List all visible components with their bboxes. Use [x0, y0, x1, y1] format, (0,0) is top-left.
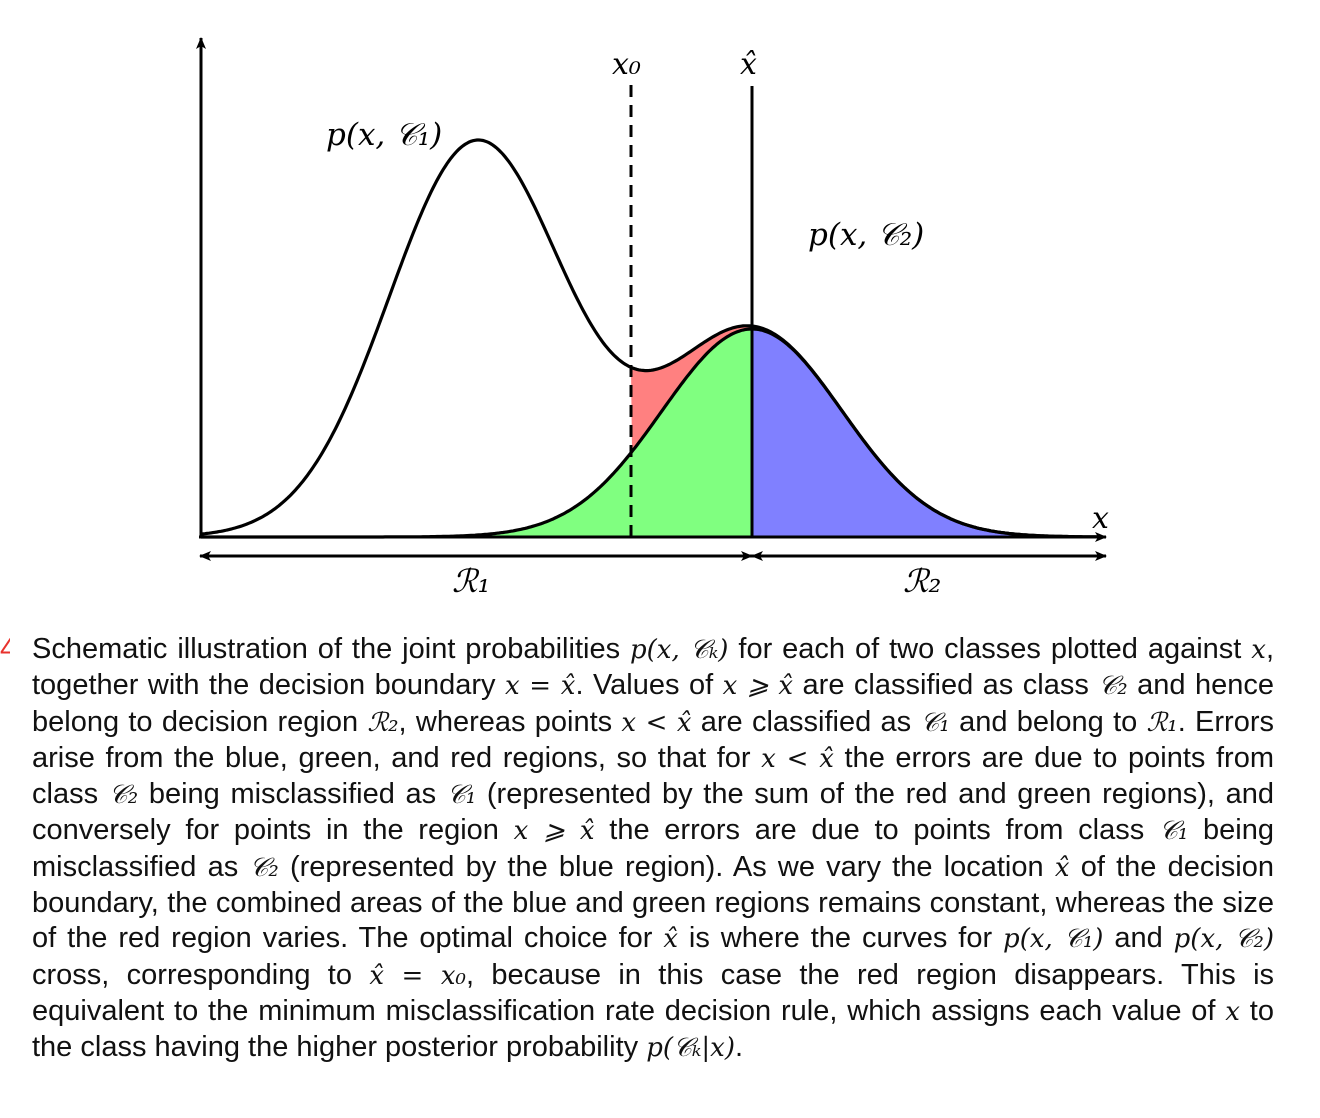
caption-math: p(x, 𝒞₁) [1003, 924, 1104, 955]
caption-math: x < x̂ [621, 707, 692, 738]
caption-text: (represented by the blue region). As we … [278, 850, 1055, 883]
caption-math: x ⩾ x̂ [513, 816, 595, 847]
caption-text: , whereas points [398, 705, 622, 738]
caption-math: ℛ₂ [367, 707, 399, 738]
caption-text: the errors are due to points from class [32, 741, 1275, 811]
caption-text: are classified as class [793, 669, 1099, 702]
caption-math: p(𝒞ₖ|x) [646, 1033, 735, 1064]
x0-label: x₀ [612, 47, 641, 82]
caption-text: , because in this case the red region di… [32, 958, 1275, 1027]
caption-text: (represented by the sum of the red and g… [32, 778, 1274, 847]
blue-error-region [752, 329, 1100, 537]
figure-number: 4 [0, 633, 10, 665]
caption-text: and hence belong to decision region [32, 669, 1275, 738]
curve-c1-label: p(x, 𝒞₁) [326, 117, 442, 153]
caption-math: x [1251, 635, 1266, 665]
region-2-label: ℛ₂ [903, 562, 941, 600]
caption-text: and [1103, 922, 1174, 955]
caption-text: . [734, 1031, 744, 1064]
caption-math: x̂ [1054, 852, 1070, 883]
caption-math: 𝒞₂ [1098, 671, 1128, 702]
caption-math: x̂ = x₀ [369, 960, 466, 991]
caption-text: the errors are due to points from class [594, 814, 1159, 847]
region-1-label: ℛ₁ [452, 562, 490, 600]
decision-boundary-figure: x x₀ x̂ p(x, 𝒞₁) p(x, 𝒞₂) ℛ₁ ℛ₂ [196, 37, 1109, 600]
caption-math: ℛ₁ [1146, 707, 1178, 738]
caption-math: 𝒞₂ [108, 780, 139, 811]
caption-text: of the decision boundary, the combined a… [32, 850, 1274, 955]
caption-text: cross, corresponding to [32, 958, 370, 991]
caption-text: being misclassified as [138, 778, 447, 811]
xhat-label: x̂ [740, 47, 757, 82]
caption-text: . Values of [575, 669, 723, 702]
caption-math: 𝒞₁ [446, 780, 477, 811]
x-axis-label: x [1092, 501, 1109, 536]
caption-math: 𝒞₂ [249, 852, 279, 883]
caption-text: are classified as [691, 705, 921, 738]
caption-math: x ⩾ x̂ [722, 671, 794, 702]
caption-text: is where the curves for [678, 922, 1004, 955]
caption-math: p(x, 𝒞ₖ) [630, 635, 729, 665]
caption-math: x = x̂ [504, 671, 576, 702]
caption-text: , together with the decision boundary [32, 633, 1275, 702]
caption-text: for each of two classes plotted against [728, 633, 1252, 665]
caption-math: x < x̂ [761, 743, 834, 774]
caption-text: and belong to [949, 705, 1147, 738]
green-error-region [201, 329, 752, 537]
caption-text: being misclassified as [32, 814, 1275, 883]
caption-math: 𝒞₁ [920, 707, 950, 738]
caption-math: 𝒞₁ [1158, 816, 1189, 847]
caption-math: x [1225, 996, 1240, 1027]
caption-text: to the class having the higher posterior… [32, 994, 1274, 1064]
caption-math: p(x, 𝒞₂) [1173, 924, 1275, 955]
figure-caption: Schematic illustration of the joint prob… [32, 632, 1274, 1067]
caption-text: Schematic illustration of the joint prob… [32, 633, 631, 665]
caption-text: . Errors arise from the blue, green, and… [32, 705, 1274, 774]
caption-math: x̂ [663, 924, 679, 955]
curve-c2-label: p(x, 𝒞₂) [808, 217, 924, 253]
